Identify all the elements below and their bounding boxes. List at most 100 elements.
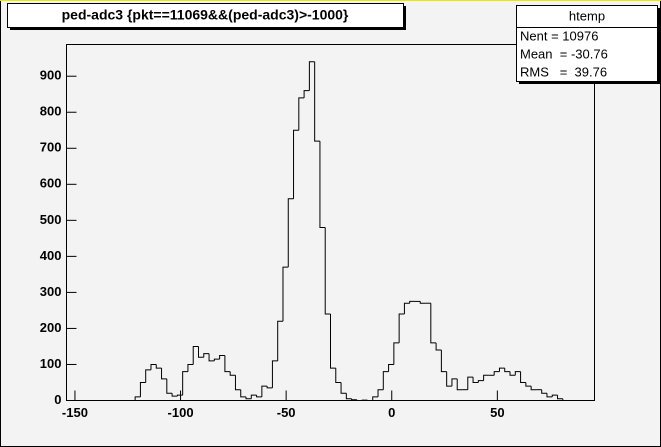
histogram-bin: [409, 300, 415, 304]
histogram-bin: [161, 368, 167, 380]
histogram-bin: [245, 396, 252, 400]
histogram-bin: [277, 320, 283, 361]
histogram-bin: [382, 371, 389, 390]
histogram-bin: [467, 376, 474, 390]
histogram-bin: [446, 371, 452, 387]
histogram-bin: [393, 342, 400, 365]
stats-name: htemp: [569, 8, 605, 23]
histogram-bin: [351, 398, 357, 401]
histogram-bin: [219, 354, 225, 360]
y-tick-label: 600: [40, 176, 62, 191]
histogram-bin: [187, 363, 194, 372]
histogram-bin: [266, 386, 273, 389]
histogram-bin: [155, 364, 162, 369]
y-tick-label: 500: [40, 212, 62, 227]
histogram-bin: [557, 395, 563, 400]
histogram-bin: [298, 97, 305, 131]
histogram-bin: [256, 395, 262, 398]
title-box: [7, 3, 404, 28]
histogram-bin: [398, 313, 405, 343]
histogram-bin: [377, 389, 384, 397]
histogram-bin: [293, 129, 299, 199]
histogram-bin: [182, 371, 188, 396]
histogram-bin: [319, 141, 326, 229]
x-tick-label: 0: [388, 405, 395, 420]
histogram-bin: [509, 371, 516, 376]
histogram-bin: [335, 368, 342, 383]
histogram-bin: [271, 360, 278, 388]
histogram-bin: [171, 393, 178, 397]
histogram-bin: [356, 399, 363, 401]
histogram-bin: [435, 342, 442, 351]
stats-line: Mean = -30.76: [520, 46, 608, 61]
histogram-bin: [440, 350, 447, 373]
histogram-bin: [324, 227, 331, 315]
histogram-bin: [234, 375, 241, 391]
histogram-bin: [192, 345, 199, 365]
histogram-bin: [261, 385, 268, 397]
histogram-bin: [229, 371, 236, 376]
histogram-bin: [134, 396, 141, 401]
histogram-bin: [541, 389, 547, 394]
histogram-bin: [287, 198, 294, 268]
x-tick-label: -50: [277, 405, 296, 420]
histogram-bin: [198, 346, 204, 358]
histogram-bin: [330, 314, 336, 369]
x-tick-label: -150: [62, 405, 88, 420]
histogram-bin: [166, 378, 173, 394]
y-tick-label: 200: [40, 320, 62, 335]
histogram-bin: [145, 369, 151, 383]
stats-box: [516, 5, 658, 82]
y-tick-label: 300: [40, 284, 62, 299]
histogram-bin: [240, 389, 247, 398]
histogram-bin: [250, 394, 257, 399]
histogram-bin: [456, 378, 463, 391]
histogram-bin: [551, 394, 558, 397]
histogram-bin: [504, 368, 511, 373]
histogram-bin: [430, 303, 437, 344]
plot-frame: [66, 44, 595, 401]
histogram-bin: [562, 398, 569, 401]
stats-line: RMS = 39.76: [520, 64, 607, 79]
histogram-bin: [525, 382, 532, 387]
y-tick-label: 900: [40, 68, 62, 83]
histogram-bin: [282, 266, 289, 322]
histogram-bin: [520, 371, 526, 383]
x-tick-label: -100: [168, 405, 194, 420]
histogram-bin: [224, 355, 231, 373]
histogram-bin: [530, 386, 537, 391]
histogram-bin: [477, 380, 484, 383]
y-tick-label: 700: [40, 140, 62, 155]
histogram-bin: [514, 371, 521, 376]
y-tick-label: 100: [40, 356, 62, 371]
histogram-bin: [308, 61, 315, 91]
histogram-bin: [176, 394, 183, 397]
histogram-bin: [314, 61, 320, 142]
stats-line: Nent = 10976: [520, 28, 598, 43]
histogram-bin: [419, 301, 426, 304]
histogram-bin: [451, 378, 458, 387]
y-tick-label: 0: [54, 392, 61, 407]
y-tick-label: 800: [40, 104, 62, 119]
histogram-bin: [208, 353, 215, 362]
chart-title: ped-adc3 {pkt==11069&&(ped-adc3)>-1000}: [62, 7, 349, 23]
histogram-bin: [403, 302, 410, 315]
histogram-bin: [340, 382, 347, 394]
histogram-bin: [203, 353, 210, 358]
histogram-bin: [493, 371, 500, 376]
histogram-bin: [472, 377, 479, 383]
histogram-bin: [372, 396, 379, 401]
histogram-bin: [213, 358, 220, 361]
histogram-bin: [303, 90, 310, 98]
y-tick-label: 400: [40, 248, 62, 263]
histogram-bin: [139, 381, 146, 397]
histogram-bin: [345, 393, 352, 400]
histogram-bin: [150, 363, 157, 370]
histogram-bin: [498, 367, 505, 372]
histogram-bin: [388, 363, 394, 372]
histogram-bin: [546, 393, 553, 398]
x-tick-label: 50: [490, 405, 504, 420]
histogram-bin: [483, 374, 489, 381]
